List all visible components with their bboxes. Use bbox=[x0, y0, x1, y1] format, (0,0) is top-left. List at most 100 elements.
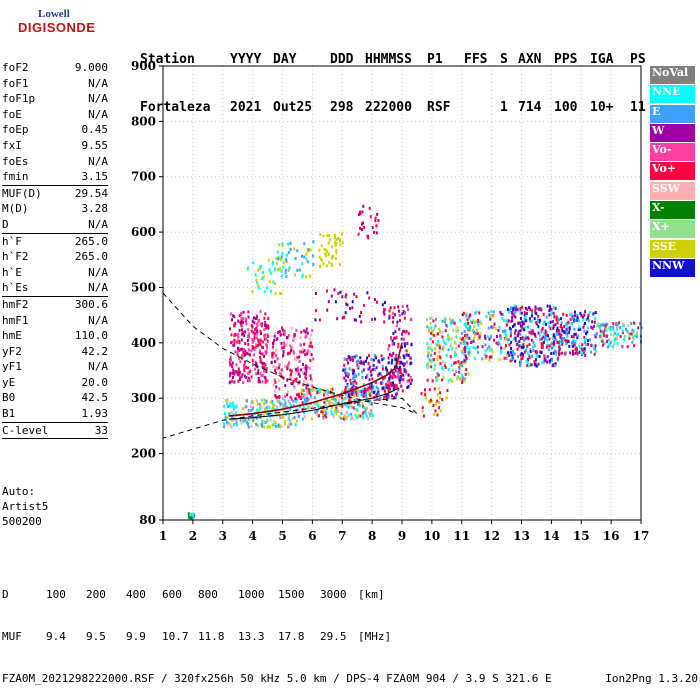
echo-point bbox=[323, 247, 326, 251]
echo-point bbox=[558, 329, 561, 333]
echo-point bbox=[257, 338, 260, 342]
echo-point bbox=[444, 342, 447, 346]
echo-point bbox=[541, 343, 544, 347]
echo-point bbox=[492, 314, 495, 318]
echo-point bbox=[626, 329, 629, 333]
echo-point bbox=[242, 420, 245, 423]
echo-point bbox=[497, 329, 500, 332]
echo-point bbox=[362, 416, 365, 420]
param-name: M(D) bbox=[2, 202, 29, 216]
header-value-1: 2021 bbox=[230, 100, 262, 115]
echo-point bbox=[305, 257, 308, 261]
file-info: FZA0M_2021298222000.RSF / 320fx256h 50 k… bbox=[2, 672, 552, 685]
echo-point bbox=[345, 417, 347, 421]
echo-point bbox=[235, 333, 238, 337]
echo-point bbox=[273, 267, 276, 271]
echo-point bbox=[305, 364, 307, 368]
echo-point bbox=[358, 361, 361, 364]
echo-point bbox=[234, 405, 237, 409]
echo-point bbox=[539, 318, 541, 322]
echo-point bbox=[258, 402, 261, 406]
echo-point bbox=[387, 390, 390, 394]
echo-point bbox=[572, 342, 575, 346]
echo-point bbox=[421, 410, 424, 413]
echo-point bbox=[606, 334, 609, 338]
echo-point bbox=[398, 327, 401, 331]
echo-point bbox=[394, 330, 397, 334]
echo-point bbox=[240, 375, 243, 378]
echo-point bbox=[530, 309, 533, 313]
echo-point bbox=[259, 406, 262, 409]
echo-point bbox=[488, 359, 491, 363]
echo-point bbox=[543, 335, 546, 339]
echo-point bbox=[571, 315, 574, 318]
echo-point bbox=[462, 339, 465, 343]
echo-point bbox=[556, 340, 559, 344]
echo-point bbox=[438, 350, 441, 354]
echo-point bbox=[365, 393, 367, 397]
echo-point bbox=[188, 514, 191, 518]
echo-point bbox=[609, 341, 612, 345]
echo-point bbox=[254, 328, 257, 331]
echo-point bbox=[584, 310, 586, 314]
echo-point bbox=[506, 321, 509, 325]
echo-point bbox=[302, 329, 305, 333]
echo-point bbox=[421, 406, 424, 410]
echo-point bbox=[488, 337, 491, 341]
echo-point bbox=[461, 381, 464, 384]
echo-point bbox=[248, 332, 251, 336]
echo-point bbox=[279, 424, 282, 428]
echo-point bbox=[287, 351, 290, 355]
echo-point bbox=[616, 322, 619, 326]
echo-point bbox=[305, 275, 307, 279]
echo-point bbox=[372, 358, 375, 362]
echo-point bbox=[503, 319, 505, 322]
param-name: foEs bbox=[2, 154, 29, 168]
echo-point bbox=[581, 343, 584, 347]
echo-point bbox=[362, 221, 364, 225]
echo-point bbox=[590, 344, 593, 347]
echo-point bbox=[262, 340, 265, 344]
echo-point bbox=[332, 397, 335, 401]
echo-point bbox=[465, 312, 468, 316]
echo-point bbox=[491, 350, 494, 354]
echo-point bbox=[357, 413, 360, 417]
echo-point bbox=[250, 323, 253, 327]
echo-point bbox=[255, 322, 258, 326]
echo-point bbox=[305, 393, 308, 396]
echo-point bbox=[565, 313, 568, 317]
echo-point bbox=[395, 375, 398, 379]
echo-point bbox=[468, 353, 470, 357]
echo-point bbox=[508, 353, 511, 357]
echo-point bbox=[257, 414, 260, 418]
echo-point bbox=[229, 312, 232, 316]
echo-point bbox=[273, 407, 275, 411]
echo-point bbox=[519, 324, 522, 328]
param-name: hmE bbox=[2, 329, 22, 343]
echo-point bbox=[247, 417, 250, 421]
echo-point bbox=[258, 351, 261, 355]
muf-value: 9.9 bbox=[126, 630, 146, 643]
echo-point bbox=[249, 353, 252, 357]
echo-point bbox=[289, 344, 292, 348]
echo-point bbox=[289, 241, 292, 245]
echo-point bbox=[639, 322, 641, 326]
echo-point bbox=[276, 395, 279, 399]
echo-point bbox=[437, 339, 439, 343]
echo-point bbox=[429, 400, 432, 404]
echo-point bbox=[368, 391, 371, 395]
echo-point bbox=[451, 319, 454, 323]
echo-point bbox=[310, 333, 312, 337]
echo-point bbox=[407, 373, 410, 377]
echo-point bbox=[296, 393, 298, 397]
echo-point bbox=[380, 375, 383, 379]
header-label-6: FFS bbox=[464, 52, 488, 67]
echo-point bbox=[583, 329, 586, 333]
echo-point bbox=[489, 348, 492, 352]
echo-point bbox=[344, 369, 346, 373]
echo-point bbox=[283, 404, 286, 408]
echo-point bbox=[505, 353, 508, 357]
echo-point bbox=[290, 349, 293, 352]
echo-point bbox=[343, 357, 346, 361]
echo-point bbox=[579, 327, 582, 331]
